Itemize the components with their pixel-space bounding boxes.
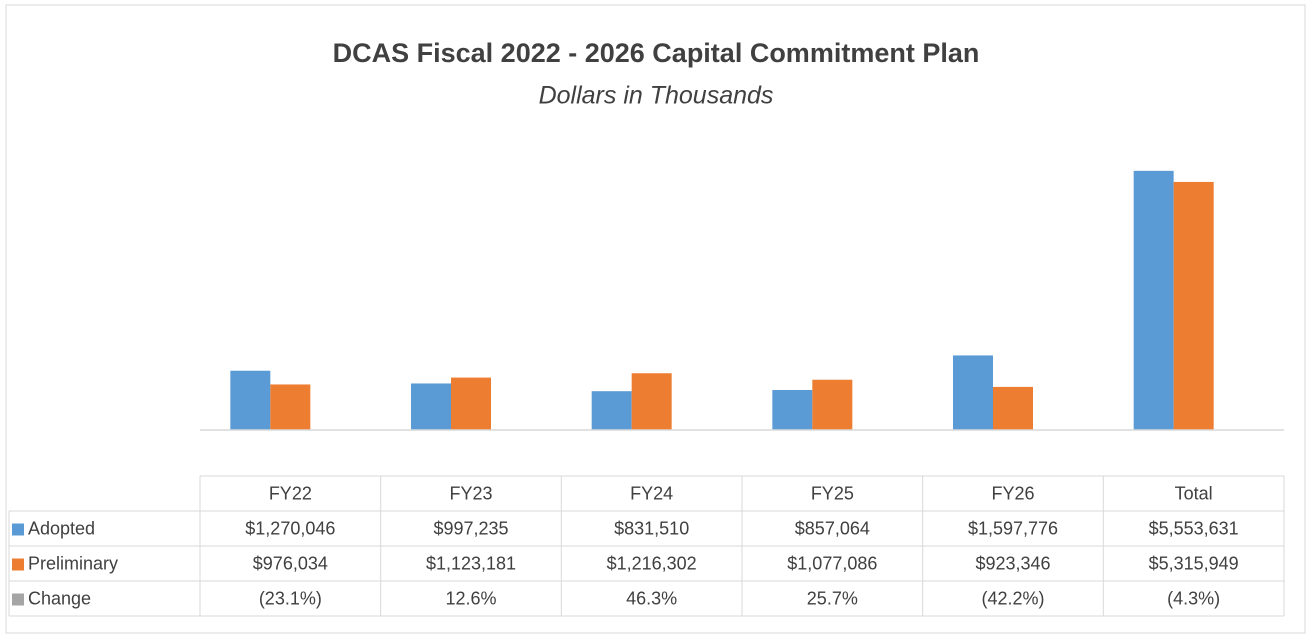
table-value: $923,346 [975,553,1050,573]
chart-title: DCAS Fiscal 2022 - 2026 Capital Commitme… [333,38,980,68]
table-value: $5,315,949 [1149,553,1239,573]
chart-subtitle: Dollars in Thousands [539,82,774,110]
x-tick-label: FY24 [630,483,673,503]
table-value: $1,270,046 [245,518,335,538]
table-value: $1,597,776 [968,518,1058,538]
table-value: (23.1%) [259,588,322,608]
bar [953,355,993,430]
legend-label: Change [28,588,91,608]
table-value: $1,216,302 [607,553,697,573]
bar [270,384,310,430]
table-value: $5,553,631 [1149,518,1239,538]
legend-swatch [12,594,24,606]
x-tick-label: Total [1175,483,1213,503]
bar [451,378,491,430]
table-value: $1,077,086 [787,553,877,573]
table-value: 46.3% [626,588,677,608]
x-tick-label: FY23 [449,483,492,503]
bar [632,373,672,430]
table-value: $857,064 [795,518,870,538]
bar [230,371,270,430]
legend-label: Preliminary [28,553,118,573]
x-tick-label: FY22 [269,483,312,503]
bar [1134,171,1174,430]
bar [592,391,632,430]
table-value: $1,123,181 [426,553,516,573]
table-value: (42.2%) [981,588,1044,608]
table-value: $976,034 [253,553,328,573]
bar [993,387,1033,430]
table-value: (4.3%) [1167,588,1220,608]
legend-swatch [12,559,24,571]
legend-label: Adopted [28,518,95,538]
bar [1174,182,1214,430]
table-value: 25.7% [807,588,858,608]
bar [772,390,812,430]
bar [411,383,451,430]
table-value: 12.6% [445,588,496,608]
bar [812,380,852,430]
table-value: $831,510 [614,518,689,538]
x-tick-label: FY26 [991,483,1034,503]
legend-swatch [12,524,24,536]
table-value: $997,235 [433,518,508,538]
x-tick-label: FY25 [811,483,854,503]
